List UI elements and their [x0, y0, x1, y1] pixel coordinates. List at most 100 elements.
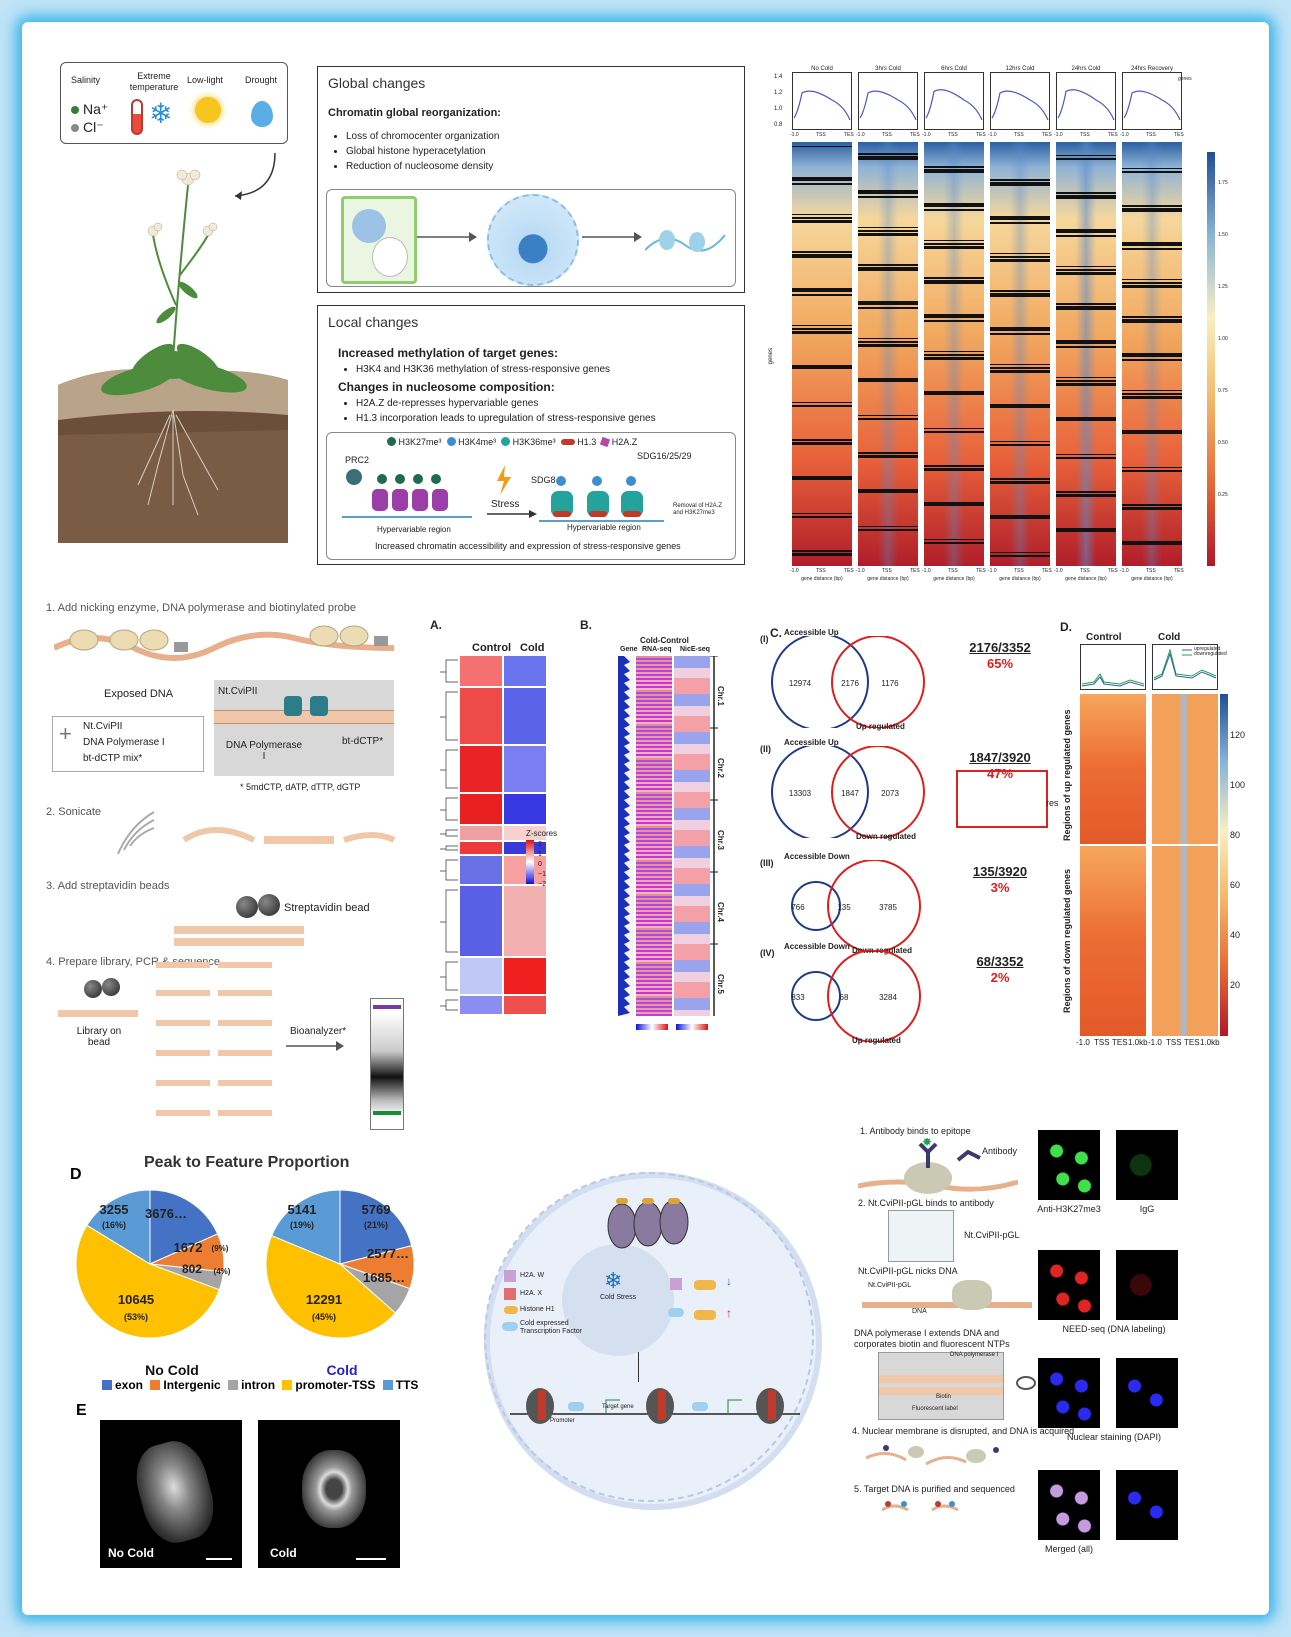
heatmap-xtick: TES: [910, 568, 920, 574]
venn-circle-regulated: [831, 746, 925, 838]
profile-plot: [858, 72, 918, 130]
gap-line: [924, 391, 984, 394]
legend-tf: Cold expressed Transcription Factor: [520, 1320, 582, 1335]
chromosome-label: Chr.2: [716, 758, 725, 779]
gap-line: [924, 246, 984, 249]
venn-count: 2073: [881, 789, 899, 798]
heatmap-xtick: TSS: [1014, 568, 1024, 574]
snowflake-icon: ❄: [149, 98, 173, 129]
micrograph-label: No Cold: [108, 1546, 154, 1560]
profile-xtick: -1.0: [922, 132, 931, 138]
dendrogram-branch: [440, 999, 458, 1011]
chromosome-label: Chr.5: [716, 974, 725, 995]
heatmap-block-cold: [504, 856, 546, 884]
gap-line: [792, 146, 852, 147]
gap-line: [990, 290, 1050, 292]
acquired-dna-illustration: [866, 1445, 999, 1466]
pgl-box: [888, 1210, 954, 1262]
condition-label: 24hrs Recovery: [1130, 66, 1174, 72]
needseq-step4: DNA polymerase I extends DNA and corpora…: [854, 1328, 1010, 1349]
venn-count: 68: [840, 993, 849, 1002]
gap-line: [990, 481, 1050, 484]
colorbar-tick: 100: [1230, 780, 1246, 790]
btdctp-label: bt-dCTP*: [342, 736, 384, 747]
profile-ytick: 1.2: [774, 90, 783, 96]
percent-label: 47%: [986, 766, 1014, 781]
stray-label: res: [1046, 798, 1059, 808]
ion-dot-icon: [71, 124, 79, 132]
gap-line: [792, 368, 852, 369]
gap-line: [924, 172, 984, 173]
panel-e: E No Cold Cold: [76, 1402, 406, 1582]
ylabel-up: Regions of up regulated genes: [1062, 709, 1072, 841]
pie-data-label: (19%): [290, 1220, 314, 1230]
gap-line: [858, 344, 918, 347]
colorbar-tick: 20: [1230, 980, 1241, 990]
gap-line: [792, 405, 852, 407]
stress-label: Stress: [491, 499, 520, 510]
library-fragment: [156, 962, 210, 968]
gap-line: [924, 502, 984, 505]
gap-line: [924, 209, 984, 211]
heatmap-xlabel: gene distance (bp): [1131, 576, 1173, 582]
pie-data-label: 1685…: [363, 1270, 405, 1285]
dna-fragment: [174, 926, 304, 934]
profile-line: [1057, 89, 1115, 121]
needseq-step2: 2. Nt.CviPII-pGL binds to antibody: [858, 1198, 994, 1208]
legend-intron: intron: [241, 1378, 276, 1392]
panel-c: C. res (I) Accessible Up 12974 2176 1176 Up r…: [760, 620, 1060, 1060]
panel-letter: C.: [770, 626, 782, 640]
h2ax-icon: [504, 1288, 516, 1300]
heatmap-xtick: TES: [844, 568, 854, 574]
heatmap-block-cold: [504, 842, 546, 854]
pgl-inner-label: Nt.CviPII-pGL: [868, 1282, 912, 1289]
sonicate-illustration: [117, 811, 396, 855]
heatmap-xtick: TSS: [1080, 568, 1090, 574]
gap-line: [1122, 541, 1182, 544]
snowflake-icon: ❄: [604, 1268, 623, 1293]
streptavidin-bead-icon: [236, 896, 258, 918]
dendrogram-branch: [440, 659, 458, 683]
gap-line: [858, 190, 918, 193]
gap-line: [858, 492, 918, 493]
library-fragment: [218, 1050, 272, 1056]
heatmap-column: [990, 142, 1050, 566]
heatmap-xtick: TES: [1108, 568, 1118, 574]
venn-circle-accessible: [791, 881, 841, 931]
plant-cell-icon: [341, 196, 417, 284]
gap-line: [990, 518, 1050, 519]
hypervariable-label-2: Hypervariable region: [567, 523, 641, 532]
scale-bar: [356, 1558, 386, 1560]
gene-density-track: [618, 656, 632, 1016]
down-arrow-h2a: ↓: [726, 1274, 732, 1288]
roman-label: (IV): [760, 948, 775, 958]
gap-line: [924, 468, 984, 471]
pie-charts: 3255 (16%) 3676… 1672 (9%) 802 (4%) 10645 (53%) 5…: [75, 1189, 415, 1339]
zscore-title: Z-scores: [526, 829, 557, 838]
gap-line: [858, 455, 918, 458]
gap-line: [1122, 279, 1182, 280]
percent-label: 65%: [986, 656, 1014, 671]
pie-data-label: 10645: [118, 1292, 154, 1307]
heatmap-up-cold: [1152, 694, 1218, 844]
list-item: H2A.Z de-represses hypervariable genes: [356, 396, 656, 411]
profile-xtick: TSS: [1146, 132, 1156, 138]
gap-line: [858, 233, 918, 236]
gap-line: [792, 442, 852, 445]
chromosome-label: Chr.1: [716, 686, 725, 707]
gap-line: [1122, 248, 1182, 250]
gap-line: [990, 370, 1050, 373]
colorbar-tick: 120: [1230, 730, 1246, 740]
gap-line: [858, 381, 918, 382]
colorbar: [1207, 152, 1215, 566]
gap-line: [1056, 309, 1116, 310]
gap-line: [1056, 232, 1116, 233]
gap-line: [1122, 285, 1182, 288]
profile-xtick: TSS: [948, 132, 958, 138]
col-label-niceseq: NicE-seq: [680, 646, 710, 653]
col-label-control: Control: [1086, 632, 1122, 643]
tf-icon: [502, 1322, 518, 1331]
profile-plot: [924, 72, 984, 130]
venn-count: 1847: [841, 789, 859, 798]
